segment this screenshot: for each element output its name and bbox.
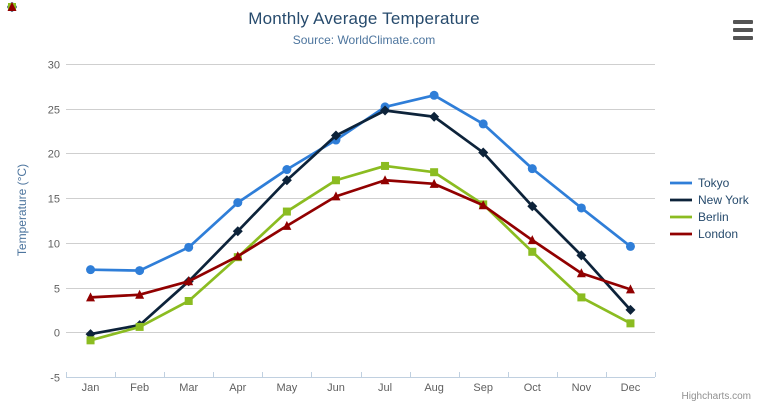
data-point-berlin[interactable] [282, 207, 291, 216]
y-tick-label: 10 [48, 239, 60, 251]
series-line-berlin[interactable] [89, 164, 632, 342]
y-tick-label: 15 [48, 194, 60, 206]
data-point-new-york[interactable] [330, 130, 341, 141]
data-point-tokyo[interactable] [478, 119, 488, 129]
y-tick-label: -5 [50, 373, 60, 385]
data-point-london[interactable] [135, 289, 145, 299]
data-point-tokyo[interactable] [184, 242, 194, 252]
legend-item-berlin[interactable]: Berlin [669, 210, 749, 224]
data-point-tokyo[interactable] [429, 90, 439, 100]
data-point-berlin[interactable] [430, 168, 439, 177]
y-tick-label: 20 [48, 149, 60, 161]
legend-circle-icon [670, 181, 692, 185]
data-point-berlin[interactable] [331, 176, 340, 185]
x-tick-label: May [276, 382, 297, 394]
data-point-london[interactable] [527, 235, 537, 245]
data-point-tokyo[interactable] [233, 198, 243, 208]
data-point-london[interactable] [576, 268, 586, 278]
x-tick-label: Aug [424, 382, 444, 394]
data-point-berlin[interactable] [528, 247, 537, 256]
data-point-berlin[interactable] [381, 161, 390, 170]
data-point-tokyo[interactable] [625, 241, 635, 251]
credit-link[interactable]: Highcharts.com [681, 391, 751, 402]
x-tick-label: Jan [82, 382, 100, 394]
legend: Tokyo New York Berlin London [669, 176, 749, 241]
y-tick-label: 30 [48, 60, 60, 72]
data-point-new-york[interactable] [527, 201, 538, 212]
data-point-berlin[interactable] [184, 296, 193, 305]
data-point-london[interactable] [233, 251, 243, 261]
data-point-berlin[interactable] [626, 319, 635, 328]
hamburger-menu-icon [733, 20, 753, 24]
data-point-new-york[interactable] [380, 105, 391, 116]
data-point-london[interactable] [282, 220, 292, 230]
legend-label: Berlin [698, 210, 729, 224]
data-point-london[interactable] [478, 200, 488, 210]
x-tick-label: Nov [572, 382, 592, 394]
data-point-london[interactable] [625, 284, 635, 294]
data-point-new-york[interactable] [281, 175, 292, 186]
data-point-new-york[interactable] [478, 147, 489, 158]
chart-subtitle: Source: WorldClimate.com [292, 33, 436, 47]
data-point-london[interactable] [429, 178, 439, 188]
chart-title: Monthly Average Temperature [248, 9, 480, 28]
data-point-berlin[interactable] [86, 336, 95, 345]
legend-triangle-icon [670, 232, 692, 236]
x-tick-label: Mar [179, 382, 198, 394]
hamburger-menu-icon [733, 36, 753, 40]
data-point-berlin[interactable] [135, 322, 144, 331]
x-tick-label: Feb [130, 382, 149, 394]
y-tick-label: 25 [48, 105, 60, 117]
series-line-new-york[interactable] [89, 109, 632, 336]
data-point-berlin[interactable] [577, 293, 586, 302]
x-tick-label: Dec [621, 382, 641, 394]
data-point-new-york[interactable] [625, 304, 636, 315]
y-tick-label: 5 [54, 284, 60, 296]
export-menu-button[interactable] [733, 20, 753, 40]
data-point-new-york[interactable] [232, 226, 243, 237]
x-tick-label: Apr [229, 382, 246, 394]
series-line-london[interactable] [89, 178, 632, 299]
data-point-london[interactable] [184, 276, 194, 286]
legend-label: London [698, 227, 739, 241]
data-point-london[interactable] [380, 175, 390, 185]
data-point-new-york[interactable] [576, 250, 587, 261]
legend-item-london[interactable]: London [669, 227, 749, 241]
legend-diamond-icon [670, 198, 692, 202]
legend-square-icon [670, 215, 692, 219]
x-tick-label: Jul [378, 382, 392, 394]
data-point-tokyo[interactable] [86, 265, 96, 275]
x-tick-label: Oct [524, 382, 541, 394]
legend-marker[interactable] [7, 2, 17, 11]
legend-item-new-york[interactable]: New York [669, 193, 749, 207]
legend-label: New York [698, 193, 749, 207]
data-point-tokyo[interactable] [282, 165, 292, 175]
data-point-tokyo[interactable] [527, 164, 537, 174]
data-point-tokyo[interactable] [135, 266, 145, 276]
legend-item-tokyo[interactable]: Tokyo [669, 176, 749, 190]
legend-label: Tokyo [698, 176, 730, 190]
data-point-london[interactable] [331, 191, 341, 201]
y-tick-label: 0 [54, 328, 60, 340]
data-point-tokyo[interactable] [576, 203, 586, 213]
data-point-new-york[interactable] [429, 111, 440, 122]
data-point-london[interactable] [86, 292, 96, 302]
x-tick-label: Jun [327, 382, 345, 394]
x-tick-label: Sep [473, 382, 493, 394]
hamburger-menu-icon [733, 28, 753, 32]
